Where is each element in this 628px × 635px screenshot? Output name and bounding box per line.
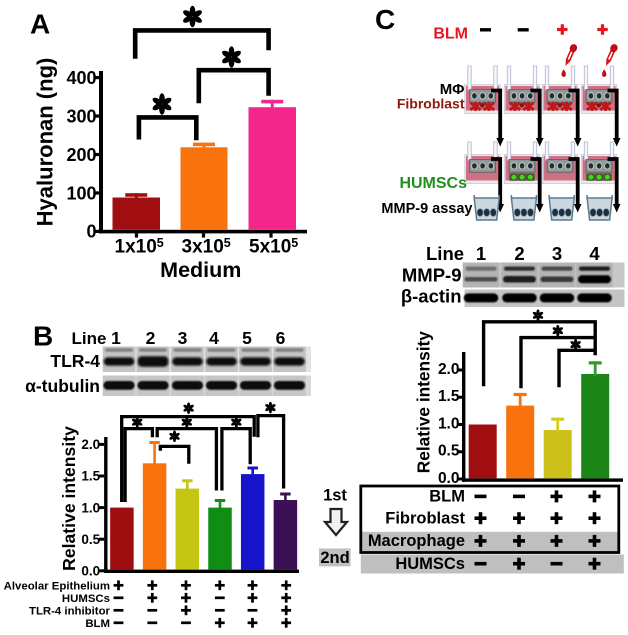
svg-text:2: 2: [146, 328, 156, 348]
svg-text:5: 5: [242, 328, 252, 348]
svg-text:1.5: 1.5: [438, 388, 460, 405]
svg-text:3: 3: [552, 243, 562, 264]
svg-text:1.0: 1.0: [81, 500, 100, 515]
svg-text:Macrophage: Macrophage: [368, 532, 465, 550]
svg-text:HUMSCs: HUMSCs: [62, 593, 110, 605]
svg-text:1.5: 1.5: [81, 469, 100, 484]
svg-text:HUMSCs: HUMSCs: [395, 555, 465, 573]
svg-text:β-actin: β-actin: [401, 286, 462, 307]
svg-text:400: 400: [66, 68, 96, 88]
svg-text:0.5: 0.5: [438, 443, 460, 460]
svg-text:100: 100: [66, 183, 96, 203]
svg-text:Line: Line: [72, 329, 107, 348]
svg-text:Line: Line: [426, 243, 464, 264]
svg-text:BLM: BLM: [433, 26, 468, 43]
svg-text:0.5: 0.5: [81, 532, 100, 547]
svg-text:Hyaluronan (ng): Hyaluronan (ng): [33, 58, 58, 227]
svg-text:5x105: 5x105: [249, 236, 298, 258]
svg-text:A: A: [30, 9, 50, 40]
svg-text:Alveolar Epithelium: Alveolar Epithelium: [4, 581, 110, 593]
svg-text:0.0: 0.0: [81, 564, 100, 579]
svg-text:MMP-9 assay: MMP-9 assay: [381, 201, 472, 217]
svg-text:HUMSCs: HUMSCs: [399, 175, 467, 192]
svg-text:200: 200: [66, 145, 96, 165]
svg-text:Relative intensity: Relative intensity: [59, 426, 79, 571]
svg-text:1: 1: [476, 243, 486, 264]
svg-text:MΦ: MΦ: [440, 81, 465, 98]
svg-text:1: 1: [111, 328, 121, 348]
svg-text:B: B: [33, 321, 53, 352]
svg-text:1x105: 1x105: [115, 236, 164, 258]
svg-text:Relative intensity: Relative intensity: [414, 331, 434, 474]
svg-text:2nd: 2nd: [320, 549, 349, 567]
svg-text:TLR-4 inhibitor: TLR-4 inhibitor: [29, 606, 111, 618]
svg-text:BLM: BLM: [85, 618, 110, 630]
svg-text:Medium: Medium: [160, 258, 241, 282]
svg-text:TLR-4: TLR-4: [50, 351, 100, 371]
svg-text:MMP-9: MMP-9: [402, 265, 462, 286]
svg-text:0: 0: [86, 222, 96, 242]
svg-text:6: 6: [276, 328, 286, 348]
svg-text:3: 3: [178, 328, 188, 348]
svg-text:2.0: 2.0: [438, 361, 460, 378]
svg-text:4: 4: [589, 243, 600, 264]
svg-text:1.0: 1.0: [438, 415, 460, 432]
svg-text:4: 4: [209, 328, 219, 348]
svg-text:0.0: 0.0: [438, 470, 460, 487]
svg-text:α-tubulin: α-tubulin: [25, 376, 100, 396]
svg-text:300: 300: [66, 106, 96, 126]
svg-text:Fibroblast: Fibroblast: [385, 510, 465, 528]
svg-text:Fibroblast: Fibroblast: [397, 96, 465, 112]
svg-text:2.0: 2.0: [81, 437, 100, 452]
svg-text:2: 2: [514, 243, 524, 264]
svg-text:3x105: 3x105: [182, 236, 231, 258]
svg-text:C: C: [375, 4, 395, 35]
svg-text:1st: 1st: [323, 487, 347, 505]
svg-text:BLM: BLM: [429, 488, 465, 506]
